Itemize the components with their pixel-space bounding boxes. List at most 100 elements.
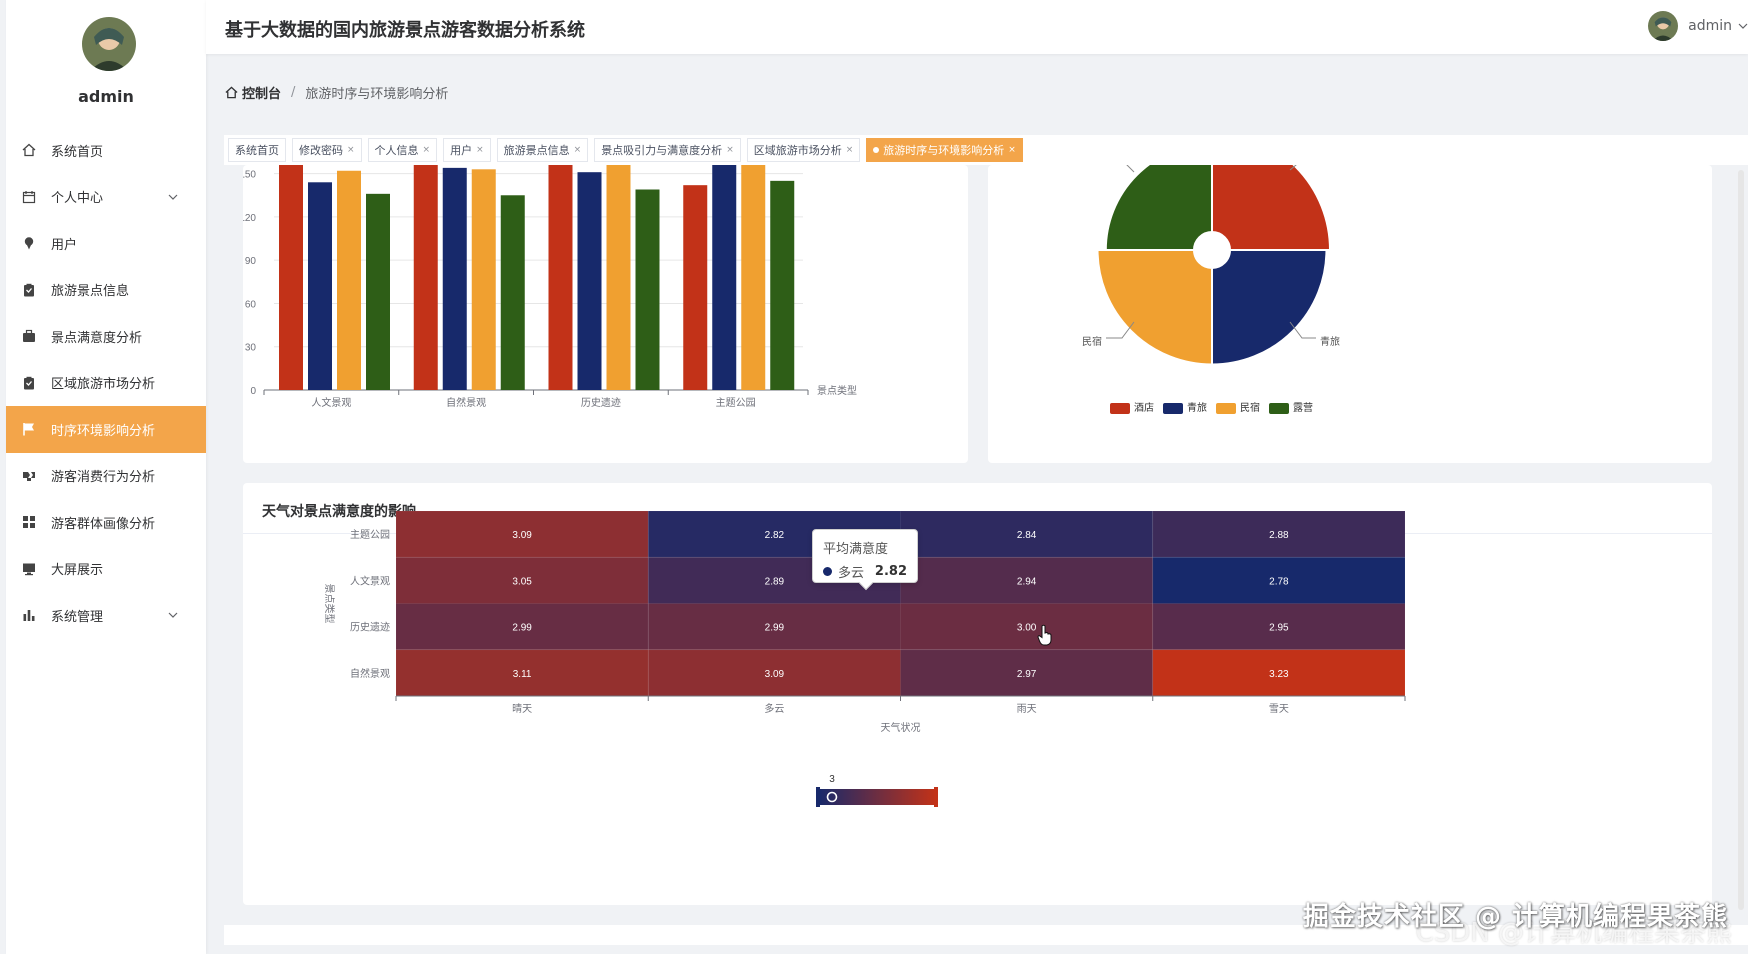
user-menu[interactable]: admin xyxy=(1648,11,1748,41)
tab-2[interactable]: 个人信息 × xyxy=(367,138,438,162)
bar xyxy=(712,143,737,390)
chevron-down-icon xyxy=(168,609,178,624)
close-icon[interactable]: × xyxy=(845,145,854,155)
pie-chart-card: 酒店青旅民宿露营酒店青旅民宿露营 xyxy=(988,130,1712,463)
tooltip-title: 平均满意度 xyxy=(823,542,889,557)
sidebar-item-3[interactable]: 旅游景点信息 xyxy=(6,267,206,314)
sidebar-item-5[interactable]: 区域旅游市场分析 xyxy=(6,360,206,407)
sidebar-item-4[interactable]: 景点满意度分析 xyxy=(6,313,206,360)
label-line xyxy=(1106,321,1135,339)
close-icon[interactable]: × xyxy=(347,145,355,155)
visual-map-bar xyxy=(818,789,936,805)
close-icon[interactable]: × xyxy=(573,145,582,155)
bar xyxy=(741,154,766,390)
sidebar-item-7[interactable]: 游客消费行为分析 xyxy=(6,453,206,500)
bar-chart: 0 30 60 90 120 150 人文景观 自然景观 历史遗迹 主题公园 景点类型 xyxy=(239,143,857,409)
clipboard-icon xyxy=(21,375,37,391)
bar xyxy=(442,167,467,390)
x-tick-label: 雪天 xyxy=(1269,703,1289,715)
tab-6[interactable]: 区域旅游市场分析 × xyxy=(746,138,861,162)
heatmap-cell xyxy=(395,510,649,558)
close-icon[interactable]: × xyxy=(1008,145,1016,155)
breadcrumb-home[interactable]: 控制台 xyxy=(225,83,281,102)
y-tick-label: 90 xyxy=(245,256,257,267)
scrollbar[interactable] xyxy=(1738,170,1744,910)
tab-0[interactable]: 系统首页 xyxy=(228,138,286,162)
sidebar-item-label: 系统首页 xyxy=(51,144,104,160)
x-tick-label: 历史遗迹 xyxy=(581,396,621,409)
sidebar-item-2[interactable]: 用户 xyxy=(6,220,206,267)
sidebar-item-0[interactable]: 系统首页 xyxy=(6,127,206,174)
sidebar-item-1[interactable]: 个人中心 xyxy=(6,174,206,221)
bar-plot: 0 30 60 90 120 150 人文景观 自然景观 历史遗迹 主题公园 景点类型 xyxy=(239,143,857,409)
tab-7[interactable]: 旅游时序与环境影响分析 × xyxy=(866,138,1023,162)
breadcrumb-separator: / xyxy=(291,85,296,100)
close-icon[interactable]: × xyxy=(726,145,734,155)
tooltip-marker xyxy=(823,567,832,576)
tab-label: 区域旅游市场分析 xyxy=(753,144,842,157)
sidebar-menu: 系统首页 个人中心 用户 旅游景点信息 景点满意度分析 区域旅游市场分析 时序环境影响分析游… xyxy=(6,127,206,639)
tab-3[interactable]: 用户 × xyxy=(443,138,491,162)
visual-map-label: 3 xyxy=(829,774,835,785)
x-axis-label: 景点类型 xyxy=(817,384,857,397)
tags-bar: 系统首页 修改密码 × 个人信息 × 用户 × 旅游景点信息 × 景点吸引力与满意度分析 × 区域旅游… xyxy=(224,135,1748,165)
cell-value: 3.09 xyxy=(765,669,785,680)
legend-label: 酒店 xyxy=(1134,401,1154,414)
sidebar-item-8[interactable]: 游客群体画像分析 xyxy=(6,499,206,546)
heatmap-chart: 3.09 2.82 2.84 2.88 主题公园 3.05 2.89 2.94 2.78 人文景观… xyxy=(323,510,1406,807)
cell-value: 2.89 xyxy=(765,576,785,587)
tab-5[interactable]: 景点吸引力与满意度分析 × xyxy=(594,138,741,162)
heatmap-cell xyxy=(1152,556,1406,604)
sidebar-item-6[interactable]: 时序环境影响分析 xyxy=(6,406,206,453)
y-tick-label: 60 xyxy=(245,299,257,310)
avatar[interactable] xyxy=(1648,11,1679,41)
sidebar-item-10[interactable]: 系统管理 xyxy=(6,592,206,639)
y-axis-label: 景点类型 xyxy=(323,584,336,624)
y-tick-label: 人文景观 xyxy=(350,574,390,587)
heatmap-cell xyxy=(900,556,1154,604)
bar xyxy=(683,185,708,390)
cell-value: 2.82 xyxy=(765,530,785,541)
calendar-icon xyxy=(21,189,37,205)
clipboard-icon xyxy=(21,282,37,298)
pie-slice xyxy=(1211,130,1332,251)
x-axis-label: 天气状况 xyxy=(881,721,921,734)
close-icon[interactable]: × xyxy=(476,145,484,155)
close-icon[interactable]: × xyxy=(422,145,431,155)
bar-chart-icon xyxy=(21,607,37,623)
breadcrumb: 控制台 / 旅游时序与环境影响分析 xyxy=(225,83,448,102)
tab-4[interactable]: 旅游景点信息 × xyxy=(496,138,589,162)
monitor-icon xyxy=(21,561,37,577)
y-tick-label: 历史遗迹 xyxy=(350,621,390,634)
breadcrumb-current: 旅游时序与环境影响分析 xyxy=(305,87,449,102)
y-tick-label: 150 xyxy=(243,170,256,181)
heatmap-cell xyxy=(1152,603,1406,651)
heatmap-cell xyxy=(900,603,1154,651)
cell-value: 2.99 xyxy=(765,623,785,634)
pie-chart: 酒店青旅民宿露营酒店青旅民宿露营 xyxy=(1082,130,1340,414)
sidebar-item-label: 游客消费行为分析 xyxy=(51,470,156,486)
legend-label: 青旅 xyxy=(1187,401,1207,414)
y-tick-label: 30 xyxy=(245,343,257,354)
sidebar-item-label: 大屏展示 xyxy=(51,563,104,579)
x-tick-label: 人文景观 xyxy=(311,396,351,409)
visual-map-handle xyxy=(934,787,938,807)
sidebar-item-9[interactable]: 大屏展示 xyxy=(6,546,206,593)
app-title: 基于大数据的国内旅游景点游客数据分析系统 xyxy=(225,20,585,41)
bar xyxy=(337,170,361,390)
x-tick-label: 主题公园 xyxy=(716,397,756,409)
watermark: 掘金技术社区 @ 计算机编程果茶熊 xyxy=(1302,902,1728,932)
avatar[interactable] xyxy=(82,17,136,71)
tab-1[interactable]: 修改密码 × xyxy=(292,138,362,162)
hand-cursor-icon xyxy=(1037,624,1053,650)
y-tick-label: 0 xyxy=(250,386,256,397)
tab-label: 景点吸引力与满意度分析 xyxy=(601,144,723,157)
sidebar: admin 系统首页 个人中心 用户 旅游景点信息 景点满意度分析 区域旅游市场分析 时序环… xyxy=(6,0,206,954)
cell-value: 2.88 xyxy=(1269,530,1289,541)
chevron-down-icon xyxy=(168,191,178,206)
legend-label: 民宿 xyxy=(1240,401,1260,414)
tool-icon xyxy=(21,468,37,484)
x-tick-label: 自然景观 xyxy=(446,396,486,409)
briefcase-icon xyxy=(21,328,37,344)
breadcrumb-home-label: 控制台 xyxy=(242,87,282,102)
